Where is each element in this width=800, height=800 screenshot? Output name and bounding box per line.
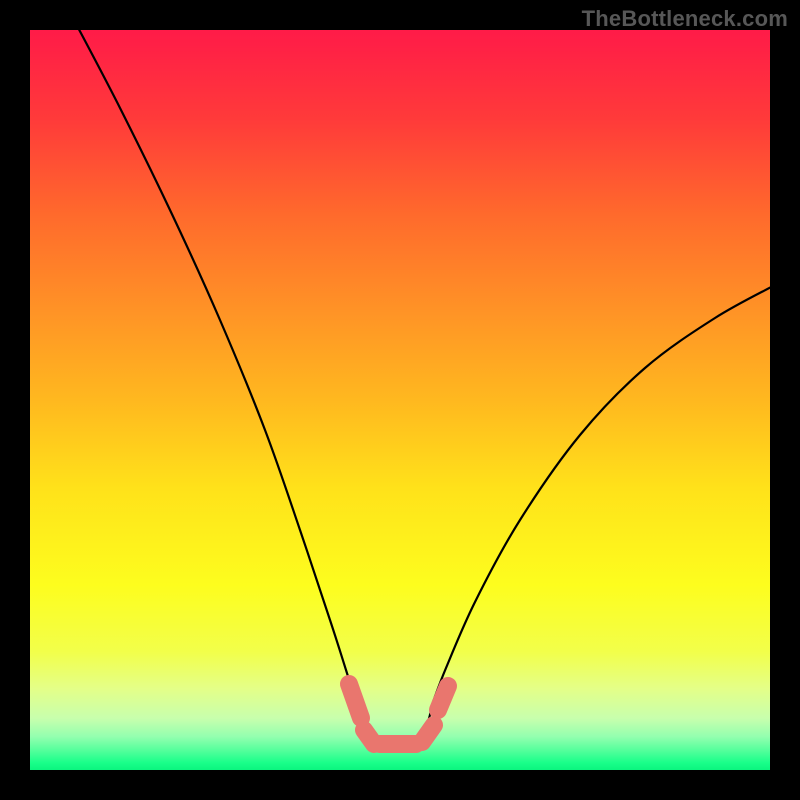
watermark-text: TheBottleneck.com — [582, 6, 788, 32]
valley-marker-segment — [422, 725, 434, 742]
curve-left-branch — [74, 30, 356, 702]
valley-marker-segment — [349, 684, 361, 718]
valley-marker-segment — [438, 686, 448, 710]
bottleneck-curve-layer — [30, 30, 770, 770]
chart-plot-area — [30, 30, 770, 770]
curve-right-branch — [433, 285, 770, 702]
valley-markers-group — [349, 684, 448, 744]
